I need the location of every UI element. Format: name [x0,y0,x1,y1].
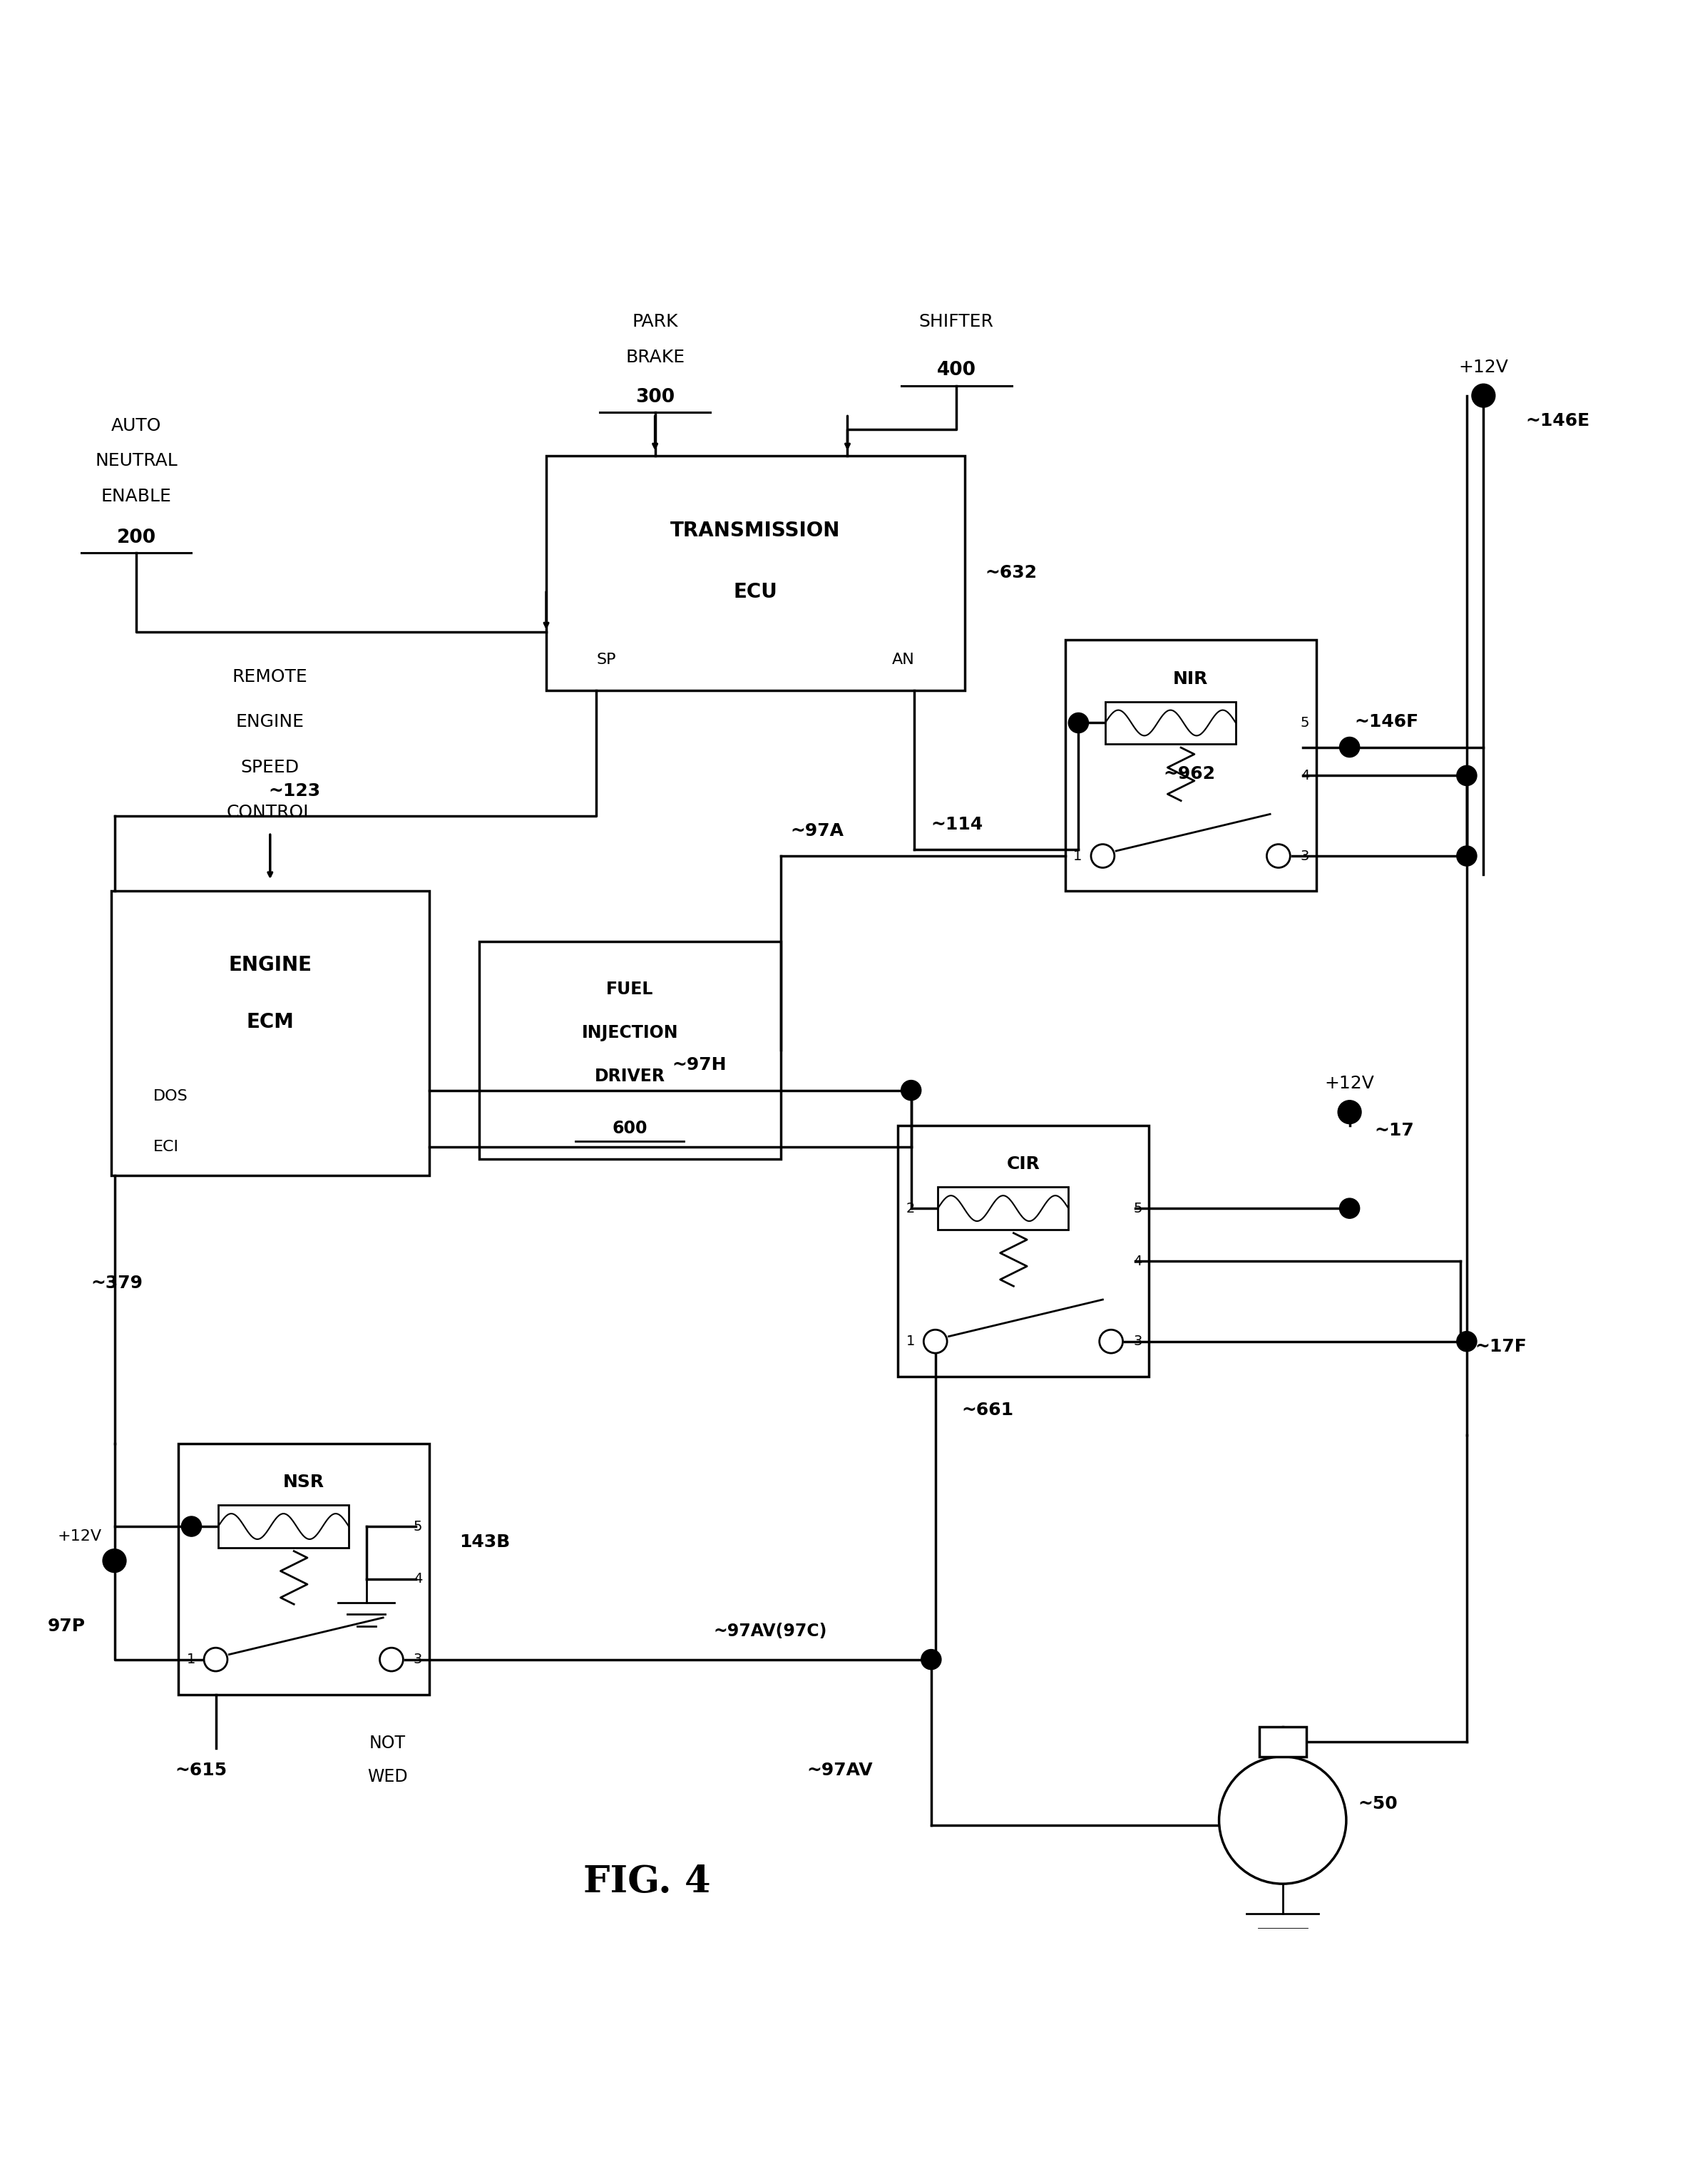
Text: 5: 5 [414,1520,422,1533]
Text: ECI: ECI [153,1140,178,1155]
Circle shape [1100,1330,1122,1354]
Text: 200: 200 [117,529,156,548]
Text: ~615: ~615 [175,1762,227,1778]
Circle shape [1456,845,1476,867]
Circle shape [1471,384,1495,408]
Text: DRIVER: DRIVER [595,1068,664,1085]
Circle shape [1266,845,1290,867]
Text: FUEL: FUEL [607,981,654,998]
Circle shape [920,1649,941,1669]
Circle shape [1339,1199,1359,1219]
Text: 4: 4 [1134,1254,1142,1269]
Bar [546,456,964,690]
Text: ENABLE: ENABLE [102,487,171,505]
Text: 400: 400 [937,360,976,380]
Text: ~146E: ~146E [1526,413,1590,430]
Text: ~97H: ~97H [671,1057,727,1075]
Text: 5: 5 [1134,1201,1142,1214]
Bar [937,1186,1068,1230]
Text: 2: 2 [907,1201,915,1214]
Text: CIR: CIR [1007,1155,1041,1173]
Text: 3: 3 [414,1653,422,1666]
Circle shape [103,1548,125,1572]
Text: ECU: ECU [734,581,778,603]
Text: ~17: ~17 [1375,1123,1414,1140]
Text: ECM: ECM [246,1011,293,1033]
Text: REMOTE: REMOTE [232,668,308,686]
Circle shape [1219,1756,1346,1885]
Text: PARK: PARK [632,314,678,330]
Text: 300: 300 [636,389,675,406]
Text: 97P: 97P [47,1618,85,1634]
Circle shape [203,1647,227,1671]
Text: DOS: DOS [153,1090,188,1103]
Text: ~379: ~379 [92,1273,142,1291]
Text: 3: 3 [1134,1334,1142,1348]
Text: 4: 4 [1300,769,1310,782]
Bar [112,891,429,1175]
Circle shape [902,1081,920,1101]
Circle shape [181,1516,202,1538]
Text: 3: 3 [1300,850,1310,863]
Text: +12V: +12V [58,1529,102,1544]
Text: ~123: ~123 [268,782,320,799]
Text: ~632: ~632 [985,563,1037,581]
Text: FIG. 4: FIG. 4 [583,1863,710,1900]
Text: ~661: ~661 [961,1402,1014,1420]
Text: ~962: ~962 [1164,764,1215,782]
Text: ~97AV: ~97AV [807,1762,873,1778]
Text: +12V: +12V [1325,1075,1375,1092]
Text: +12V: +12V [1459,358,1509,376]
Bar [178,1444,429,1695]
Text: 1: 1 [186,1653,195,1666]
Text: 1: 1 [907,1334,915,1348]
Circle shape [1339,738,1359,758]
Text: NSR: NSR [283,1474,324,1492]
Text: SP: SP [597,653,615,666]
Text: NEUTRAL: NEUTRAL [95,452,178,470]
Circle shape [1068,712,1088,734]
Text: ~114: ~114 [931,815,983,832]
Circle shape [380,1647,403,1671]
Text: INJECTION: INJECTION [581,1024,678,1042]
Circle shape [1337,1101,1361,1125]
Text: AUTO: AUTO [112,417,161,435]
Bar [480,941,781,1160]
Text: 5: 5 [1300,716,1310,729]
Text: 143B: 143B [459,1533,510,1551]
Text: ~50: ~50 [1358,1795,1398,1813]
Text: 1: 1 [1073,850,1083,863]
Text: AN: AN [892,653,914,666]
Text: 2: 2 [186,1520,195,1533]
Text: 600: 600 [612,1120,647,1138]
Text: ~146F: ~146F [1354,714,1419,732]
Circle shape [1092,845,1114,867]
Text: SPEED: SPEED [241,758,300,775]
Text: SHIFTER: SHIFTER [919,314,993,330]
Text: 4: 4 [414,1572,422,1586]
Text: CONTROL: CONTROL [227,804,314,821]
Circle shape [1456,1332,1476,1352]
Text: ~97AV(97C): ~97AV(97C) [714,1623,827,1640]
Bar [219,1505,349,1548]
Text: ~17F: ~17F [1475,1339,1527,1354]
Bar [898,1125,1149,1376]
Text: ENGINE: ENGINE [236,714,305,732]
Text: ~97A: ~97A [790,823,844,839]
Circle shape [924,1330,948,1354]
Circle shape [1456,767,1476,786]
Text: WED: WED [368,1769,407,1784]
Text: NOT: NOT [370,1734,405,1752]
Text: NIR: NIR [1173,670,1209,688]
Text: ENGINE: ENGINE [229,954,312,974]
Text: TRANSMISSION: TRANSMISSION [671,520,841,542]
Bar [1064,640,1315,891]
Text: BRAKE: BRAKE [625,349,685,365]
Bar [1105,701,1236,745]
Bar [1259,1728,1307,1756]
Text: 2: 2 [1073,716,1083,729]
